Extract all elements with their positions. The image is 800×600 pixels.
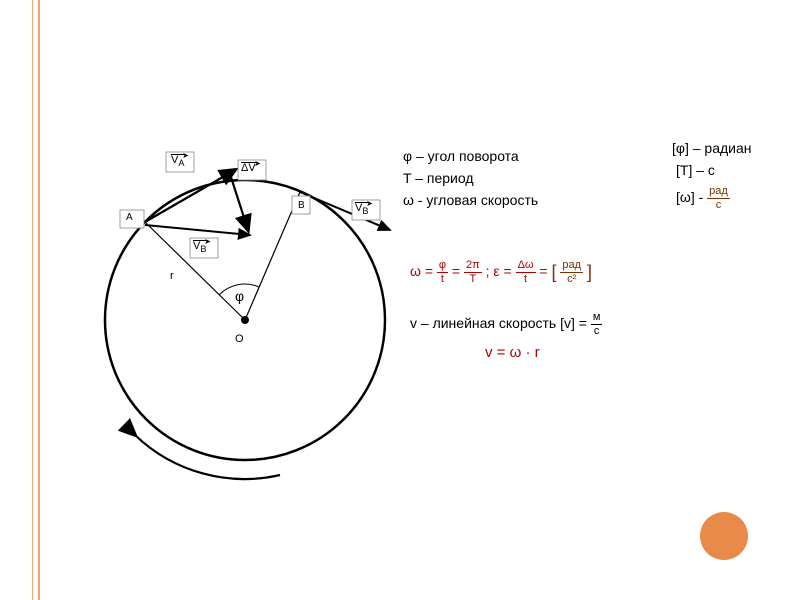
radius-label: r: [170, 270, 174, 282]
vector-vb-translated: [145, 225, 250, 235]
vector-delta-v: [230, 174, 248, 230]
formula-linear-velocity: v – линейная скорость [v] = м с: [410, 312, 602, 337]
vector-va: [145, 170, 235, 222]
radius-a: [145, 222, 245, 320]
legend-phi: φ – угол поворота: [403, 148, 519, 164]
page-content: A ➤ VA ➤ ΔV B ➤ VB ➤ VB r φ O φ – угол п…: [40, 0, 800, 600]
rotation-diagram: [70, 60, 430, 500]
left-margin-inner: [0, 0, 33, 600]
rotation-arrow: [135, 435, 280, 479]
vector-va-label: ➤ VA: [171, 154, 185, 168]
point-a-label: A: [126, 212, 133, 223]
units-period: [T] – с: [676, 162, 715, 178]
units-phi: [φ] – радиан: [672, 140, 752, 156]
center-label: O: [235, 333, 244, 345]
angle-label: φ: [235, 288, 244, 304]
point-b-label: B: [298, 200, 305, 211]
legend-period: T – период: [403, 170, 474, 186]
formula-v-omega-r: v = ω · r: [485, 344, 540, 361]
units-omega: [ω] - рад с: [676, 186, 730, 211]
formula-omega-epsilon: ω = φ t = 2π T ; ε = Δω t = [ рад с² ]: [410, 260, 592, 285]
legend-omega: ω - угловая скорость: [403, 192, 538, 208]
accent-circle-icon: [700, 512, 748, 560]
vector-vb-label: ➤ VB: [355, 202, 369, 216]
vector-vb-translated-label: ➤ VB: [193, 240, 207, 254]
vector-dv-label: ➤ ΔV: [241, 162, 257, 174]
